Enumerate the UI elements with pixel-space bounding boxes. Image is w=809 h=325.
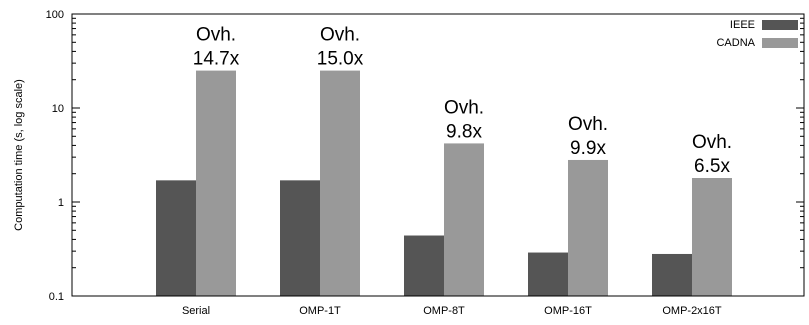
overhead-value: 6.5x: [694, 156, 730, 177]
bar-cadna-omp-1t: [320, 70, 360, 297]
x-tick-label: OMP-1T: [299, 305, 341, 317]
overhead-value: 15.0x: [317, 49, 364, 70]
y-tick-label: 1: [58, 197, 64, 209]
overhead-value: 14.7x: [193, 49, 240, 70]
bar-cadna-serial: [196, 70, 236, 297]
overhead-label: Ovh.: [196, 25, 236, 46]
bar-ieee-omp-16t: [528, 252, 568, 296]
legend-swatch: [762, 20, 798, 30]
bar-cadna-omp-16t: [568, 159, 608, 296]
x-tick-label: Serial: [182, 305, 210, 317]
bar-ieee-serial: [156, 180, 196, 296]
bar-cadna-omp-8t: [444, 143, 484, 296]
overhead-label: Ovh.: [692, 132, 732, 153]
x-tick-label: OMP-16T: [544, 305, 592, 317]
overhead-value: 9.9x: [570, 138, 606, 159]
y-tick-label: 10: [52, 103, 64, 115]
overhead-value: 9.8x: [446, 121, 482, 142]
bar-ieee-omp-2x16t: [652, 253, 692, 296]
overhead-label: Ovh.: [444, 97, 484, 118]
overhead-label: Ovh.: [320, 25, 360, 46]
legend-label: CADNA: [716, 37, 755, 49]
x-tick-label: OMP-8T: [423, 305, 465, 317]
y-axis-title: Computation time (s, log scale): [13, 79, 25, 231]
plot-frame: [71, 13, 805, 297]
legend-swatch: [762, 38, 798, 48]
bar-cadna-omp-2x16t: [692, 178, 732, 296]
y-tick-label: 0.1: [49, 291, 64, 303]
legend-label: IEEE: [730, 19, 755, 31]
x-tick-label: OMP-2x16T: [662, 305, 722, 317]
bar-ieee-omp-8t: [404, 235, 444, 296]
overhead-label: Ovh.: [568, 114, 608, 135]
bar-ieee-omp-1t: [280, 180, 320, 296]
y-tick-label: 100: [46, 9, 64, 21]
